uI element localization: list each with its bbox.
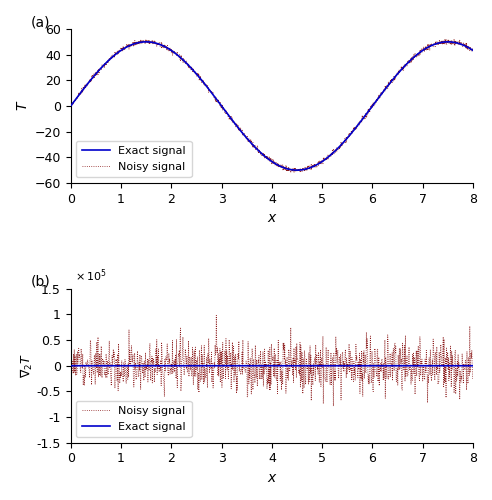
Noisy signal	[150, 380, 155, 386]
X-axis label: x: x	[268, 471, 276, 485]
Exact signal	[143, 362, 149, 368]
Exact signal	[191, 68, 197, 74]
Noisy signal	[382, 337, 388, 343]
Noisy signal	[470, 48, 476, 54]
Text: $\times\,10^5$: $\times\,10^5$	[75, 268, 106, 284]
Noisy signal	[451, 36, 457, 42]
Exact signal	[68, 103, 74, 109]
Noisy signal	[90, 76, 95, 82]
Exact signal	[308, 164, 314, 170]
Noisy signal	[470, 376, 476, 382]
Exact signal	[68, 362, 74, 368]
Line: Noisy signal: Noisy signal	[71, 316, 473, 406]
Exact signal	[143, 39, 149, 45]
Noisy signal	[331, 403, 337, 409]
Y-axis label: $\nabla_2 T$: $\nabla_2 T$	[19, 354, 35, 378]
Noisy signal	[217, 103, 223, 109]
Legend: Noisy signal, Exact signal: Noisy signal, Exact signal	[76, 400, 191, 437]
Noisy signal	[424, 368, 430, 374]
Line: Exact signal: Exact signal	[71, 42, 473, 170]
Noisy signal	[214, 312, 219, 318]
Exact signal	[400, 64, 406, 70]
Noisy signal	[68, 356, 74, 362]
Noisy signal	[309, 163, 315, 169]
Exact signal	[316, 362, 322, 368]
Noisy signal	[397, 366, 403, 372]
Exact signal	[294, 362, 300, 368]
Exact signal	[294, 167, 300, 173]
Line: Noisy signal: Noisy signal	[71, 39, 473, 172]
Exact signal	[415, 362, 421, 368]
Noisy signal	[92, 381, 98, 387]
Exact signal	[372, 362, 378, 368]
Exact signal	[316, 160, 322, 166]
Noisy signal	[288, 170, 294, 175]
Noisy signal	[399, 67, 405, 73]
Noisy signal	[77, 90, 83, 96]
Exact signal	[415, 51, 421, 57]
X-axis label: x: x	[268, 211, 276, 225]
Text: (a): (a)	[31, 15, 50, 29]
Y-axis label: T: T	[15, 102, 29, 110]
Legend: Exact signal, Noisy signal: Exact signal, Noisy signal	[76, 140, 191, 177]
Noisy signal	[103, 60, 109, 66]
Noisy signal	[68, 102, 74, 108]
Exact signal	[308, 362, 314, 368]
Exact signal	[470, 48, 476, 54]
Exact signal	[372, 100, 378, 105]
Text: (b): (b)	[31, 275, 50, 289]
Exact signal	[191, 362, 197, 368]
Noisy signal	[451, 390, 457, 396]
Exact signal	[470, 362, 476, 368]
Exact signal	[400, 362, 406, 368]
